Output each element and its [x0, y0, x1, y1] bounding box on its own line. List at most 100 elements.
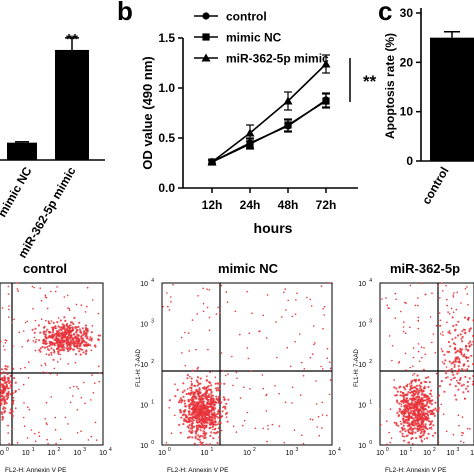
flow-event — [434, 431, 437, 435]
flow-event — [401, 432, 404, 435]
flow-event — [168, 399, 171, 402]
flow-event — [210, 431, 213, 434]
flow-event-sparse — [174, 383, 176, 386]
flow-event — [3, 385, 6, 388]
flow-event-sparse — [225, 416, 228, 418]
flow-event-sparse — [389, 408, 392, 410]
flow-event-sparse — [291, 386, 294, 389]
flow-event-sparse — [246, 411, 249, 414]
flow-event — [196, 376, 199, 379]
flow-event-sparse — [76, 432, 79, 434]
flow-event-sparse — [321, 414, 324, 416]
flow-event — [410, 426, 413, 429]
flow-event-sparse — [162, 305, 164, 308]
flow-event — [470, 343, 473, 346]
flow-event — [187, 413, 190, 416]
flow-event-sparse — [286, 346, 289, 349]
flow-event — [59, 343, 62, 346]
flow-event — [178, 399, 181, 402]
flow-event — [0, 368, 4, 371]
flow-event — [9, 374, 12, 377]
flow-event — [183, 389, 186, 392]
flow-event-sparse — [54, 429, 57, 431]
panel-b-y-ticks: 0.0 0.5 1.0 1.5 — [158, 31, 183, 195]
flow-event — [401, 399, 404, 403]
flow-event — [191, 422, 194, 425]
flow-event-sparse — [56, 286, 58, 288]
flow-event-sparse — [12, 345, 14, 348]
flow-event-sparse — [68, 307, 70, 310]
flow-event — [0, 385, 2, 388]
flow-event — [402, 401, 405, 404]
panel-b-y-tick-label: 1.5 — [158, 31, 175, 45]
flow-event — [97, 338, 100, 342]
flow-event — [1, 418, 4, 421]
flow-event-sparse — [400, 310, 402, 313]
flow-event-sparse — [47, 442, 49, 445]
flow-event — [469, 340, 472, 343]
flow-event — [10, 380, 13, 383]
flow-event — [447, 340, 450, 344]
flow-event-sparse — [431, 292, 433, 295]
flow-event — [51, 342, 54, 345]
flow-event-sparse — [0, 340, 2, 343]
flow-event — [451, 316, 454, 319]
flow-event — [196, 367, 199, 370]
flow-event — [426, 437, 429, 440]
flow-event — [183, 402, 187, 405]
flow-event — [201, 398, 204, 401]
flow-event — [72, 348, 75, 351]
flow-event-sparse — [80, 430, 82, 433]
flow-x-tick-label: 10 — [447, 450, 455, 457]
panel-b-series-line-2 — [211, 100, 327, 163]
flow-event — [203, 388, 206, 391]
flow-event-sparse — [195, 348, 197, 351]
flow-x-axis-title: FL2-H: Annexin V PE — [167, 467, 229, 474]
flow-event — [217, 427, 220, 430]
flow-event — [53, 338, 56, 341]
flow-event — [52, 358, 55, 361]
flow-event-sparse — [439, 319, 442, 322]
flow-event-sparse — [399, 420, 402, 423]
flow-event — [45, 330, 48, 333]
flow-event-sparse — [391, 359, 393, 362]
flow-event-sparse — [303, 368, 306, 370]
flow-event-sparse — [90, 435, 93, 438]
flow-event — [409, 391, 412, 394]
flow-event — [1, 383, 5, 386]
flow-event-sparse — [467, 427, 469, 430]
flow-event-sparse — [33, 286, 35, 289]
flow-event-sparse — [31, 285, 34, 288]
flow-event — [396, 411, 399, 415]
flow-event — [212, 423, 215, 426]
flow-event — [86, 330, 89, 333]
flow-event-sparse — [202, 287, 204, 290]
flow-event-sparse — [436, 396, 439, 399]
flow-event — [437, 408, 440, 411]
flow-event-sparse — [197, 295, 199, 297]
flow-event-sparse — [412, 347, 415, 349]
flow-x-tick-label: 10 — [243, 450, 251, 457]
flow-event — [199, 404, 202, 407]
flow-event-sparse — [409, 284, 412, 287]
panel-b-point — [322, 97, 330, 105]
flow-event — [60, 328, 63, 331]
flow-event-sparse — [417, 327, 420, 330]
flow-event-sparse — [239, 333, 241, 336]
flow-event — [457, 388, 460, 391]
flow-event-sparse — [50, 320, 53, 322]
flow-event — [61, 346, 64, 349]
panel-c: c 0 10 20 30 Apoptosis rate (%) control — [378, 0, 474, 207]
flow-event — [459, 347, 462, 351]
flow-event-sparse — [42, 371, 44, 374]
flow-event — [0, 372, 3, 375]
flow-event — [218, 395, 221, 398]
flow-event — [467, 365, 470, 368]
flow-event-sparse — [394, 317, 397, 319]
flow-event-sparse — [462, 441, 465, 444]
flow-event — [14, 381, 17, 384]
flow-event-sparse — [208, 329, 211, 332]
flow-event-sparse — [247, 357, 250, 360]
flow-event — [39, 347, 42, 350]
flow-event — [47, 321, 51, 324]
